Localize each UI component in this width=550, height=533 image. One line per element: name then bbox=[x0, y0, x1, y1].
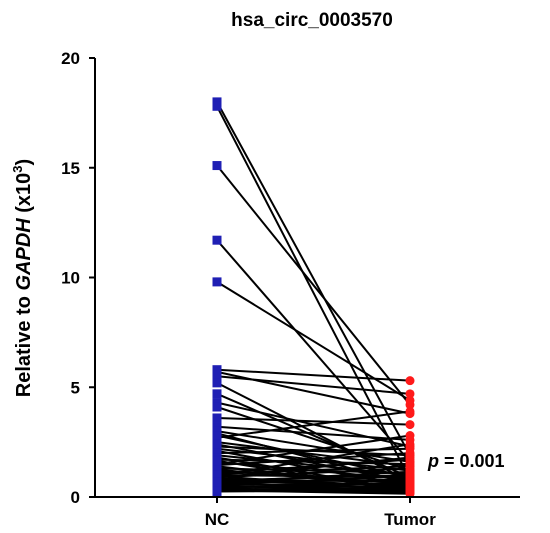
pair-line bbox=[216, 381, 411, 483]
pair-line bbox=[216, 430, 411, 463]
x-ticks: NC Tumor bbox=[205, 497, 436, 529]
pair-lines bbox=[216, 101, 411, 495]
nc-point bbox=[212, 371, 222, 381]
nc-point bbox=[212, 413, 222, 423]
pair-line bbox=[216, 465, 411, 475]
nc-point bbox=[212, 477, 222, 487]
nc-point bbox=[212, 378, 222, 388]
tumor-point bbox=[405, 420, 415, 430]
y-tick-label: 20 bbox=[61, 49, 80, 68]
pair-line bbox=[216, 481, 411, 489]
tumor-point bbox=[405, 376, 415, 386]
nc-point bbox=[212, 439, 222, 449]
x-category-label: Tumor bbox=[384, 510, 436, 529]
y-tick-label: 15 bbox=[61, 159, 80, 178]
pair-line bbox=[216, 434, 411, 479]
nc-point bbox=[212, 277, 222, 287]
tumor-point bbox=[405, 487, 415, 497]
tumor-point bbox=[405, 452, 415, 462]
y-tick-label: 5 bbox=[71, 378, 80, 397]
y-ticks: 0 5 10 15 20 bbox=[61, 49, 95, 507]
nc-point bbox=[212, 389, 222, 399]
pair-line bbox=[216, 458, 411, 466]
y-tick-label: 0 bbox=[71, 488, 80, 507]
pair-line bbox=[216, 375, 411, 395]
pair-line bbox=[216, 489, 411, 493]
pair-line bbox=[216, 164, 411, 406]
tumor-point bbox=[405, 389, 415, 399]
pair-line bbox=[216, 101, 411, 456]
nc-point bbox=[212, 161, 222, 171]
tumor-point bbox=[405, 406, 415, 416]
pair-line bbox=[216, 105, 411, 480]
pair-line bbox=[216, 488, 411, 492]
tumor-point bbox=[405, 395, 415, 405]
pair-line bbox=[216, 416, 411, 426]
p-value-annotation: p = 0.001 bbox=[427, 451, 505, 471]
tumor-point bbox=[405, 439, 415, 449]
x-category-label: NC bbox=[205, 510, 230, 529]
pair-line bbox=[216, 470, 411, 484]
chart-title: hsa_circ_0003570 bbox=[231, 10, 393, 31]
pair-line bbox=[216, 425, 411, 441]
nc-point bbox=[212, 235, 222, 245]
pair-line bbox=[216, 475, 411, 486]
nc-point bbox=[212, 456, 222, 466]
pair-line bbox=[216, 239, 411, 463]
pair-line bbox=[216, 410, 411, 439]
y-tick-label: 10 bbox=[61, 269, 80, 288]
nc-point bbox=[212, 431, 222, 441]
nc-point bbox=[212, 101, 222, 111]
tumor-point bbox=[405, 477, 415, 487]
data-points bbox=[212, 97, 415, 499]
tumor-point bbox=[405, 467, 415, 477]
pair-line bbox=[216, 443, 411, 483]
nc-point bbox=[212, 470, 222, 480]
tumor-point bbox=[405, 431, 415, 441]
pair-line bbox=[216, 434, 411, 466]
pair-line bbox=[216, 368, 411, 382]
pair-line bbox=[216, 487, 411, 491]
y-axis-label: Relative to GAPDH (x103) bbox=[10, 159, 35, 397]
nc-point bbox=[212, 402, 222, 412]
pair-line bbox=[216, 281, 411, 402]
pair-line bbox=[216, 456, 411, 479]
nc-point bbox=[212, 485, 222, 495]
pair-line bbox=[216, 443, 411, 477]
